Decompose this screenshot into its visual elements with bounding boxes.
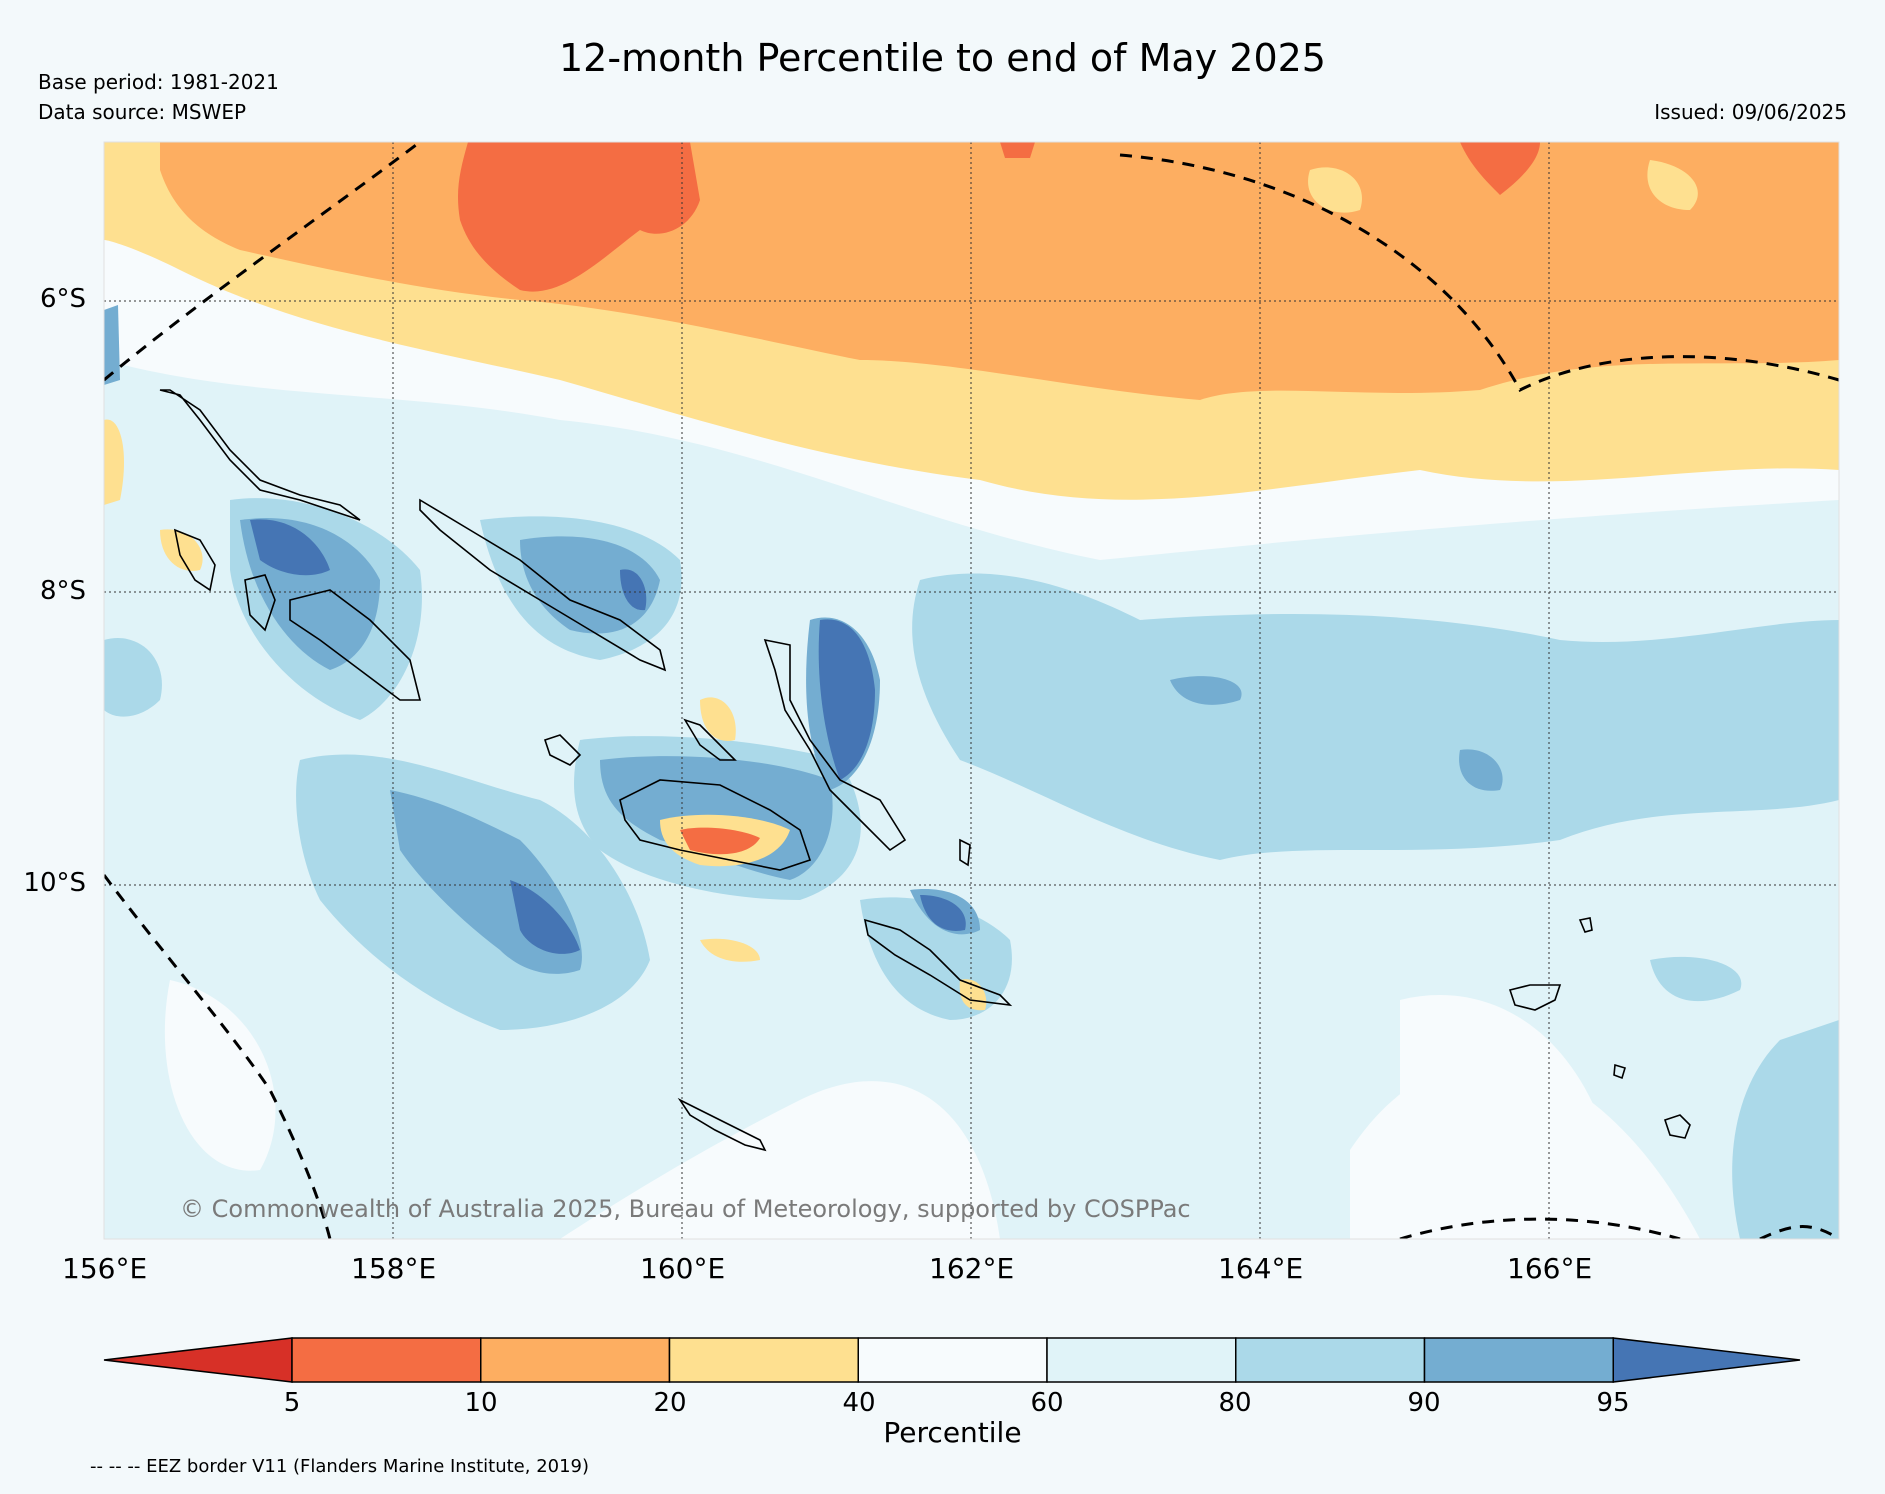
colorbar-tick: 60 xyxy=(1030,1388,1064,1418)
colorbar-label: Percentile xyxy=(883,1416,1022,1449)
colorbar-tick: 40 xyxy=(842,1388,876,1418)
colorbar-tick: 95 xyxy=(1596,1388,1630,1418)
colorbar-tick: 20 xyxy=(653,1388,687,1418)
issued-date-label: Issued: 09/06/2025 xyxy=(1654,100,1847,124)
lon-label-166e: 166°E xyxy=(1507,1252,1593,1285)
colorbar-tick: 80 xyxy=(1218,1388,1252,1418)
colorbar-segment xyxy=(1046,1337,1237,1383)
base-period-label: Base period: 1981-2021 xyxy=(38,70,279,94)
lat-label-8s: 8°S xyxy=(39,576,86,606)
colorbar-segment xyxy=(668,1337,859,1383)
data-source-label: Data source: MSWEP xyxy=(38,100,247,124)
lon-label-160e: 160°E xyxy=(640,1252,726,1285)
colorbar-extend-low xyxy=(103,1337,293,1383)
coastlines xyxy=(159,389,1691,1152)
colorbar-segment xyxy=(291,1337,482,1383)
colorbar-segment xyxy=(857,1337,1048,1383)
colorbar-segment xyxy=(1235,1337,1426,1383)
colorbar-tick: 10 xyxy=(464,1388,498,1418)
map-title: 12-month Percentile to end of May 2025 xyxy=(559,36,1326,80)
colorbar-tick: 5 xyxy=(283,1388,301,1418)
colorbar-tick: 90 xyxy=(1407,1388,1441,1418)
colorbar-segment xyxy=(1423,1337,1614,1383)
graticule xyxy=(103,142,1839,1239)
colorbar-segment xyxy=(480,1337,671,1383)
lon-label-158e: 158°E xyxy=(351,1252,437,1285)
lat-label-6s: 6°S xyxy=(39,284,86,314)
copyright-notice: © Commonwealth of Australia 2025, Bureau… xyxy=(180,1195,1191,1223)
lon-label-162e: 162°E xyxy=(929,1252,1015,1285)
lat-label-10s: 10°S xyxy=(23,868,86,898)
eez-footnote: -- -- -- EEZ border V11 (Flanders Marine… xyxy=(90,1456,590,1477)
lon-label-164e: 164°E xyxy=(1218,1252,1304,1285)
lon-label-156e: 156°E xyxy=(62,1252,148,1285)
map-fill-layer xyxy=(104,142,1839,1239)
colorbar-extend-high xyxy=(1612,1337,1801,1383)
eez-borders xyxy=(104,142,1839,1239)
